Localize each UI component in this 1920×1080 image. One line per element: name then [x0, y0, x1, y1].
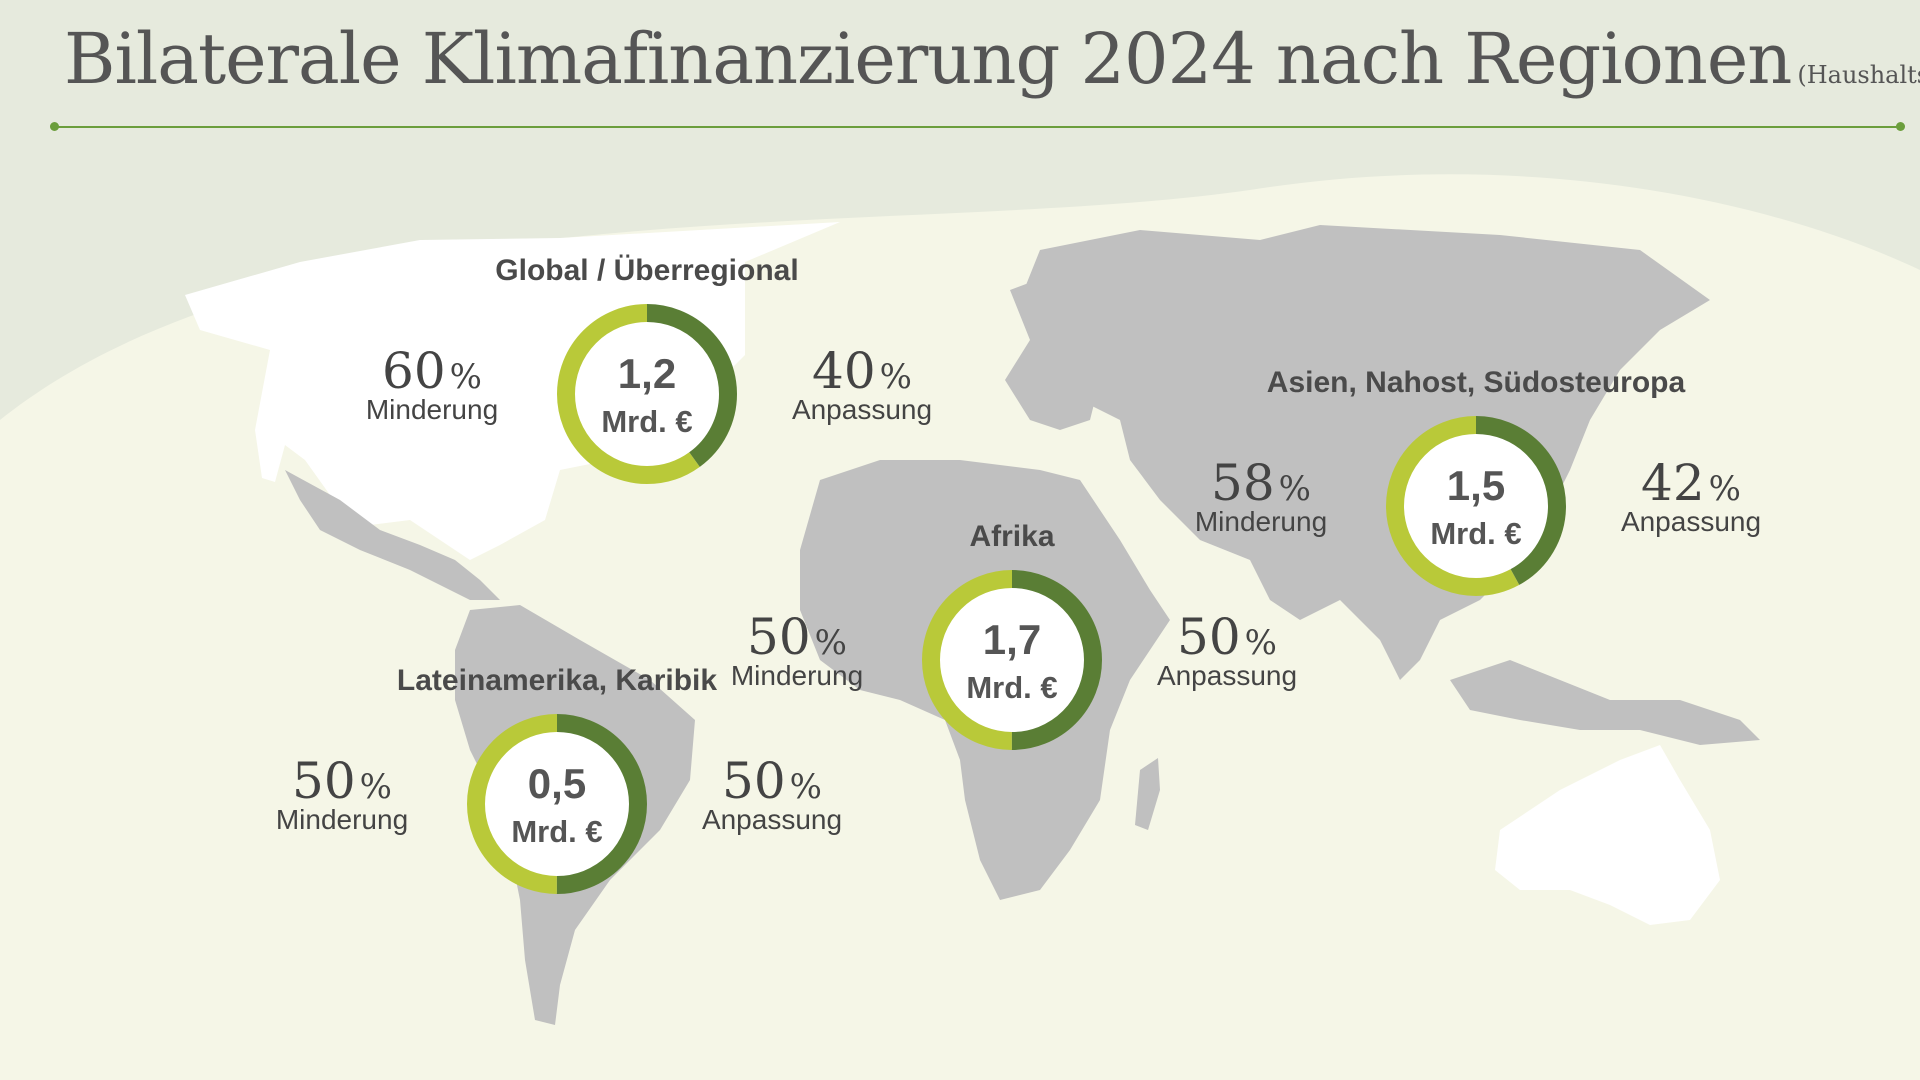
percent-sign: % [789, 767, 822, 807]
total-unit: Mrd. € [511, 814, 603, 849]
title-rule [54, 126, 1902, 128]
rule-dot-left [50, 122, 59, 131]
minderung-percent-value: 50 [292, 752, 356, 810]
anpassung-share: 42% Anpassung [1581, 454, 1801, 538]
region-lateinamerika: Lateinamerika, Karibik 0,5 Mrd. € 50% Mi… [217, 664, 897, 944]
total-value: 1,2 [617, 350, 677, 397]
region-afrika: Afrika 1,7 Mrd. € 50% Minderung 50% Anpa… [672, 520, 1352, 800]
anpassung-label: Anpassung [791, 394, 933, 425]
donut-segment-anpassung [922, 570, 1102, 750]
anpassung-percent-value: 50 [1177, 608, 1241, 666]
anpassung-percent-value: 40 [812, 342, 876, 400]
total-value: 1,7 [982, 616, 1042, 663]
total-value: 1,5 [1446, 462, 1506, 509]
asia-shape [1020, 225, 1710, 680]
region-name: Afrika [969, 520, 1055, 553]
total-unit: Mrd. € [601, 404, 693, 439]
anpassung-percent-value: 42 [1641, 454, 1705, 512]
anpassung-label: Anpassung [701, 804, 843, 835]
central-america-shape [285, 470, 500, 600]
minderung-label: Minderung [275, 804, 409, 835]
total-unit: Mrd. € [1430, 516, 1522, 551]
region-name: Global / Überregional [495, 254, 799, 287]
minderung-share: 50% Minderung [232, 752, 452, 836]
page-title: Bilaterale Klimafinanzierung 2024 nach R… [64, 18, 1920, 100]
southeast-asia-islands-shape [1450, 660, 1760, 745]
anpassung-share: 50% Anpassung [1117, 608, 1337, 692]
madagascar-shape [1135, 758, 1160, 830]
minderung-label: Minderung [1194, 506, 1328, 537]
percent-sign: % [879, 357, 912, 397]
minderung-label: Minderung [730, 660, 864, 691]
anpassung-share: 40% Anpassung [752, 342, 972, 426]
minderung-share: 60% Minderung [322, 342, 542, 426]
australia-shape [1495, 745, 1720, 925]
total-value: 0,5 [527, 760, 587, 807]
region-name: Asien, Nahost, Südosteuropa [1266, 366, 1686, 399]
percent-sign: % [1278, 469, 1311, 509]
region-asien: Asien, Nahost, Südosteuropa 1,5 Mrd. € 5… [1136, 366, 1816, 646]
subtitle-text: (Haushaltsmittel) [1797, 61, 1920, 89]
minderung-share: 58% Minderung [1151, 454, 1371, 538]
minderung-percent-value: 58 [1211, 454, 1275, 512]
donut-segment-anpassung [1386, 416, 1566, 596]
percent-sign: % [1708, 469, 1741, 509]
percent-sign: % [1244, 623, 1277, 663]
rule-dot-right [1896, 122, 1905, 131]
donut-center-disc [558, 305, 736, 483]
donut-chart [467, 714, 647, 894]
minderung-share: 50% Minderung [687, 608, 907, 692]
donut-chart [922, 570, 1102, 750]
minderung-percent-value: 50 [747, 608, 811, 666]
donut-center-disc [468, 715, 646, 893]
anpassung-share: 50% Anpassung [662, 752, 882, 836]
north-america-shape [185, 222, 840, 560]
donut-segment-anpassung [467, 714, 647, 894]
region-name: Lateinamerika, Karibik [396, 664, 718, 697]
donut-segment-anpassung [557, 304, 737, 484]
minderung-label: Minderung [365, 394, 499, 425]
percent-sign: % [449, 357, 482, 397]
percent-sign: % [359, 767, 392, 807]
region-global: Global / Überregional 1,2 Mrd. € 60% Min… [307, 254, 987, 534]
donut-chart [557, 304, 737, 484]
donut-chart [1386, 416, 1566, 596]
anpassung-percent-value: 50 [722, 752, 786, 810]
donut-center-disc [923, 571, 1101, 749]
percent-sign: % [814, 623, 847, 663]
anpassung-label: Anpassung [1620, 506, 1762, 537]
minderung-percent-value: 60 [382, 342, 446, 400]
title-text: Bilaterale Klimafinanzierung 2024 nach R… [64, 18, 1792, 100]
donut-center-disc [1387, 417, 1565, 595]
total-unit: Mrd. € [966, 670, 1058, 705]
anpassung-label: Anpassung [1156, 660, 1298, 691]
